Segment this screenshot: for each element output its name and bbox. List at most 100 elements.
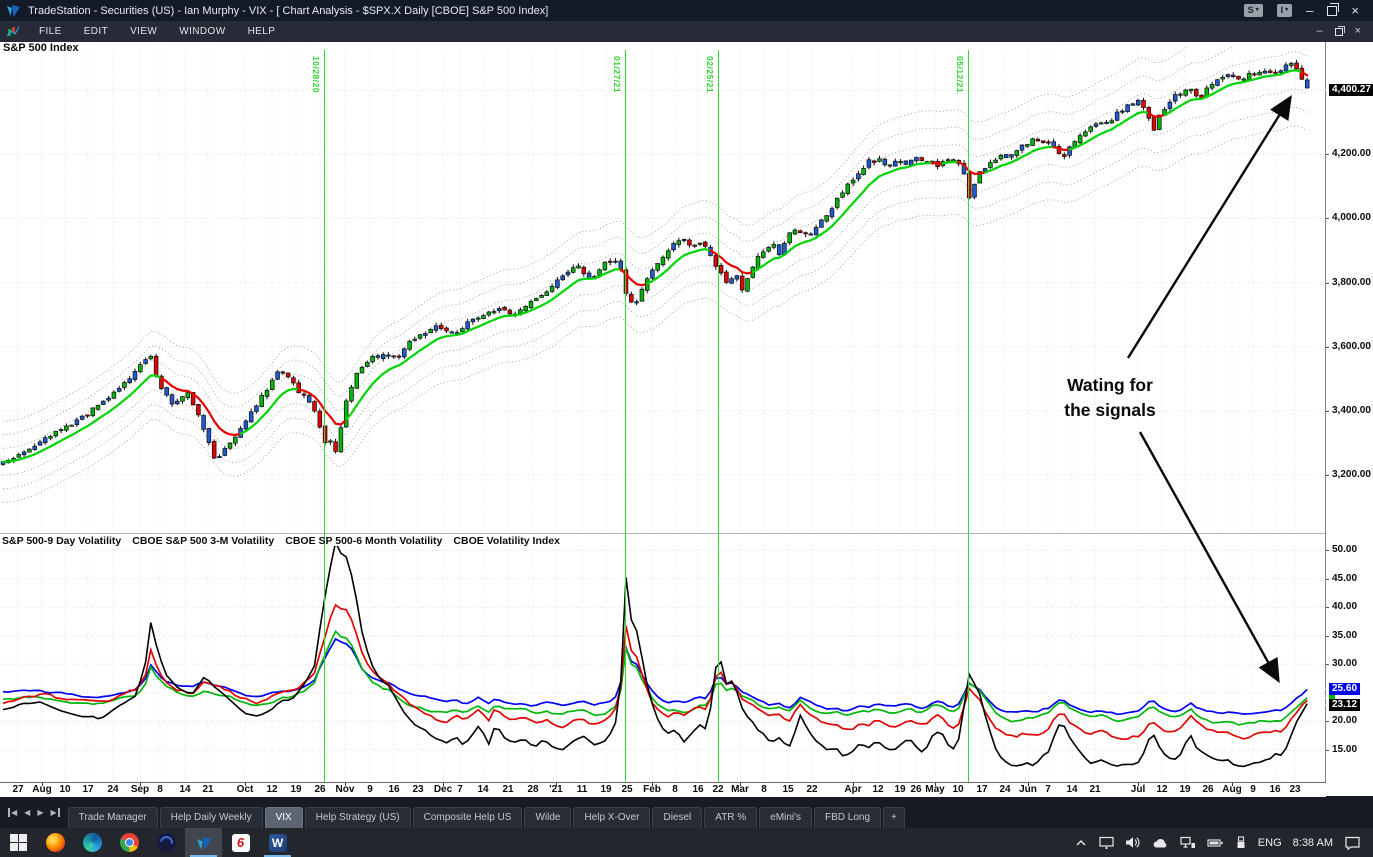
date-axis-tick xyxy=(1138,783,1139,786)
tab-trade-manager[interactable]: Trade Manager xyxy=(67,807,158,828)
restore-button[interactable] xyxy=(1327,2,1340,16)
minimize-button[interactable]: – xyxy=(1306,3,1314,18)
price-axis[interactable]: 4,200.00 4,000.00 3,800.00 3,600.00 3,400.00… xyxy=(1324,42,1373,782)
taskbar-app-chrome[interactable] xyxy=(111,828,148,857)
restore-button[interactable] xyxy=(1334,25,1345,36)
action-center-icon[interactable] xyxy=(1344,836,1361,850)
network-icon[interactable] xyxy=(1180,836,1196,849)
onedrive-icon[interactable] xyxy=(1152,837,1169,849)
cast-icon[interactable] xyxy=(1099,836,1114,849)
date-axis-label: 26 xyxy=(1202,784,1214,795)
pane-separator[interactable] xyxy=(0,533,1325,534)
date-axis-label: 17 xyxy=(82,784,94,795)
event-line-10-28-20[interactable] xyxy=(324,50,325,782)
hidden-green-badge xyxy=(1325,691,1335,704)
workspace-tab-bar: ◀ ◀ ▶ ▶ Trade Manager Help Daily Weekly VI… xyxy=(0,796,1373,828)
indicator-name-label: CBOE SP 500-6 Month Volatility xyxy=(285,535,443,547)
app-red-6-icon: 6 xyxy=(231,833,250,852)
date-axis-label: 21 xyxy=(502,784,514,795)
close-button[interactable]: × xyxy=(1351,3,1359,18)
taskbar-app-app-red-6[interactable]: 6 xyxy=(222,828,259,857)
series-6-month-volatility xyxy=(2,637,1308,716)
event-line-05-12-21[interactable] xyxy=(968,50,969,782)
event-line-01-27-21[interactable] xyxy=(625,50,626,782)
price-pane-chart[interactable] xyxy=(0,47,1325,536)
axis-tick-mark xyxy=(1326,550,1329,551)
chevron-up-icon[interactable] xyxy=(1074,836,1088,849)
menu-item-file[interactable]: FILE xyxy=(39,26,62,37)
date-axis-label: 19 xyxy=(1179,784,1191,795)
taskbar-app-word[interactable]: W xyxy=(259,828,296,857)
date-axis-label: 8 xyxy=(761,784,767,795)
taskbar-app-tradestation[interactable] xyxy=(185,828,222,857)
taskbar-app-edge[interactable] xyxy=(74,828,111,857)
volatility-pane-chart[interactable] xyxy=(0,546,1325,782)
chart-region[interactable]: S&P 500 Index S&P 500-9 Day Volatility CB… xyxy=(0,42,1373,797)
event-line-02-25-21[interactable] xyxy=(718,50,719,782)
tab-diesel[interactable]: Diesel xyxy=(652,807,703,828)
date-axis-label: Aug xyxy=(1222,784,1242,795)
date-axis-label: 16 xyxy=(692,784,704,795)
date-axis-label: 28 xyxy=(527,784,539,795)
date-axis-label: Jul xyxy=(1130,784,1146,795)
firefox-icon xyxy=(46,833,65,852)
event-line-label: 01/27/21 xyxy=(612,56,622,94)
battery-icon[interactable] xyxy=(1207,837,1224,849)
close-button[interactable]: × xyxy=(1354,25,1361,37)
axis-tick-mark xyxy=(1326,218,1329,220)
axis-tick-mark xyxy=(1326,607,1329,609)
menu-item-view[interactable]: VIEW xyxy=(130,26,158,37)
menu-item-help[interactable]: HELP xyxy=(247,26,276,37)
minimize-button[interactable]: – xyxy=(1316,25,1323,37)
axis-tick-mark xyxy=(1326,410,1329,412)
axis-label: 35.00 xyxy=(1332,629,1358,641)
last-tab-icon[interactable]: ▶ xyxy=(50,807,60,817)
next-tab-icon[interactable]: ▶ xyxy=(37,807,44,817)
tab-list: Trade Manager Help Daily Weekly VIX Help St… xyxy=(67,796,907,828)
tab-vix[interactable]: VIX xyxy=(264,807,303,828)
prev-tab-icon[interactable]: ◀ xyxy=(24,807,31,817)
tradestation-icon xyxy=(194,834,214,852)
date-axis-tick xyxy=(443,783,444,786)
date-axis-label: 7 xyxy=(457,784,463,795)
date-axis-label: '21 xyxy=(549,784,563,795)
window-title: TradeStation - Securities (US) - Ian Mur… xyxy=(28,4,549,17)
date-axis[interactable]: 27 Aug 10 17 24 Sep 8 14 21 Oct 12 19 26 Nov 9 16 23 Dec 7… xyxy=(0,782,1326,797)
tab-wilde[interactable]: Wilde xyxy=(524,807,572,828)
tab-emini-s[interactable]: eMini's xyxy=(759,807,813,828)
add-tab-button[interactable]: + xyxy=(883,807,905,828)
first-tab-icon[interactable]: ◀ xyxy=(8,807,17,817)
date-axis-tick xyxy=(853,783,854,786)
last-price-badge: 4,400.27 xyxy=(1325,84,1373,96)
tab-atr-[interactable]: ATR % xyxy=(704,807,758,828)
annotation-text[interactable]: Wating for the signals xyxy=(1035,373,1185,423)
menu-item-edit[interactable]: EDIT xyxy=(83,26,109,37)
usb-icon[interactable] xyxy=(1235,836,1247,849)
clock[interactable]: 8:38 AM xyxy=(1292,836,1333,849)
taskbar-app-firefox[interactable] xyxy=(37,828,74,857)
tab-help-daily-weekly[interactable]: Help Daily Weekly xyxy=(159,807,263,828)
axis-tick-mark xyxy=(1326,475,1329,477)
date-axis-label: Aug xyxy=(32,784,52,795)
tab-help-strategy-us-[interactable]: Help Strategy (US) xyxy=(304,807,411,828)
taskbar-app-app-blue-spiral[interactable] xyxy=(148,828,185,857)
strategy-button[interactable]: S ▾ xyxy=(1243,4,1263,17)
chrome-icon xyxy=(120,833,139,852)
child-window-controls: – × xyxy=(1316,25,1367,38)
menu-item-window[interactable]: WINDOW xyxy=(179,26,226,37)
tab-fbd-long[interactable]: FBD Long xyxy=(814,807,882,828)
indicator-button[interactable]: I ▾ xyxy=(1276,4,1293,17)
date-axis-tick xyxy=(1028,783,1029,786)
tab-help-x-over[interactable]: Help X-Over xyxy=(573,807,651,828)
start-button[interactable] xyxy=(0,828,37,857)
date-axis-label: 26 xyxy=(314,784,326,795)
date-axis-label: 10 xyxy=(59,784,71,795)
date-axis-label: Jun xyxy=(1019,784,1037,795)
series-3-month-volatility xyxy=(2,629,1308,726)
speaker-icon[interactable] xyxy=(1125,836,1141,849)
language-indicator[interactable]: ENG xyxy=(1257,836,1282,849)
date-axis-tick xyxy=(140,783,141,786)
tab-composite-help-us[interactable]: Composite Help US xyxy=(412,807,523,828)
edge-icon xyxy=(83,833,102,852)
